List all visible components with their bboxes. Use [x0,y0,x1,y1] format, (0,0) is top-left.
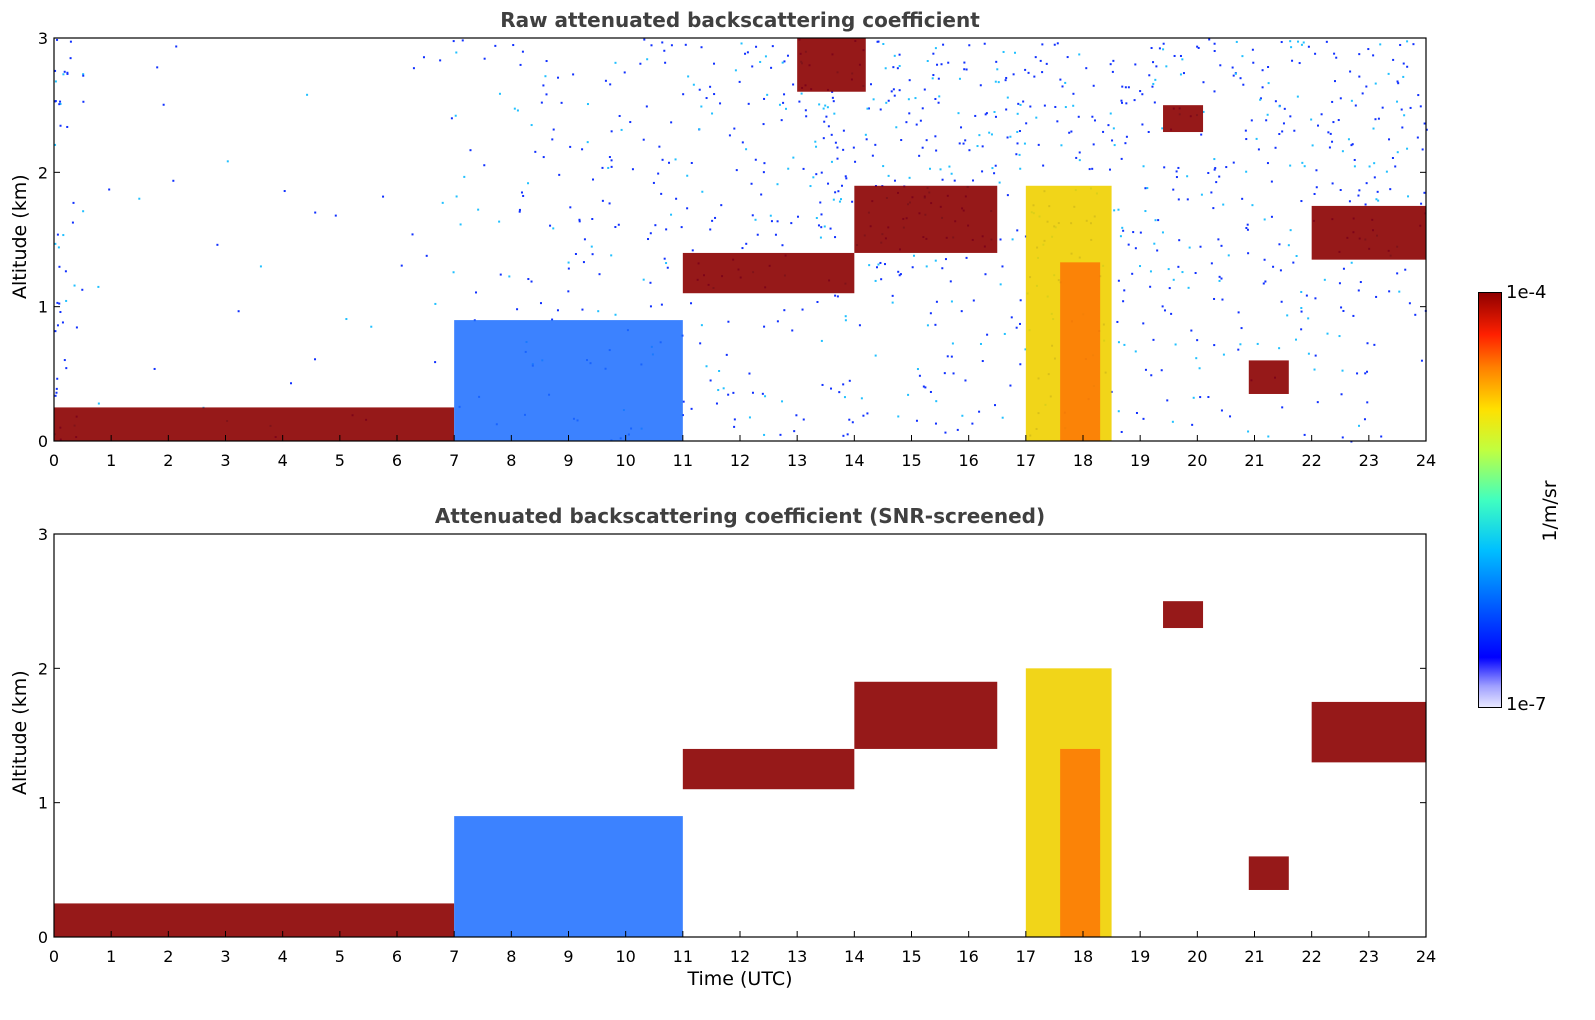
panel1-ytick-label: 0 [38,432,48,451]
panel1-xtick-label: 20 [1187,451,1207,470]
panel1-xtick-label: 12 [730,451,750,470]
panel1-xtick-label: 16 [958,451,978,470]
panel1-feature-boundary-layer [54,407,455,441]
panel2-feature-elevated-aerosol [454,816,683,937]
panel2-xtick-label: 14 [844,947,864,966]
panel2-frame [53,533,1427,938]
panel2-xtick-label: 8 [506,947,516,966]
panel2-xtick-label: 22 [1301,947,1321,966]
panel1-feature-elevated-aerosol [454,320,683,441]
panel1-feature-cloud-21 [1248,360,1289,394]
panel2-xtick-label: 24 [1416,947,1436,966]
panel1-xtick-label: 23 [1359,451,1379,470]
panel2-xtick-label: 21 [1244,947,1264,966]
panel2-xtick-label: 0 [49,947,59,966]
panel1-xtick-label: 24 [1416,451,1436,470]
panel1-xtick-label: 15 [901,451,921,470]
panel2-feature-cloud-14-16.5 [854,681,998,749]
panel1-xtick-label: 6 [392,451,402,470]
panel1-ytick-label: 2 [38,163,48,182]
panel1-xtick-label: 1 [106,451,116,470]
panel2-xtick-label: 5 [335,947,345,966]
panel1-xtick-label: 7 [449,451,459,470]
panel2-xtick-label: 6 [392,947,402,966]
panel1-xtick-label: 17 [1016,451,1036,470]
panel1-feature-core [1060,262,1101,441]
panel1-xtick-label: 9 [563,451,573,470]
panel2-xtick-label: 20 [1187,947,1207,966]
colorbar [1478,292,1502,708]
panel2-feature-cloud-22-24 [1311,701,1426,763]
panel1-xtick-label: 13 [787,451,807,470]
panel2-ytick-label: 3 [38,525,48,544]
panel1-xtick-label: 8 [506,451,516,470]
panel1-xtick-label: 19 [1130,451,1150,470]
x-axis-label: Time (UTC) [687,968,793,990]
panel2-ytick-label: 2 [38,659,48,678]
panel2-feature-cloud-19.5 [1163,601,1204,629]
panel2-plot: 0 1 2 3 4 5 6 7 8 9 10 11 12 13 14 15 16 17 18 19 20 21 22 23 24… [38,525,1436,966]
panel1-xtick-label: 21 [1244,451,1264,470]
panel2-xtick-label: 18 [1073,947,1093,966]
panel1-xtick-label: 22 [1301,451,1321,470]
panel1-xtick-label: 14 [844,451,864,470]
panel2-xtick-label: 11 [673,947,693,966]
panel1-xtick-label: 2 [163,451,173,470]
panel2-xtick-label: 23 [1359,947,1379,966]
panel1-xtick-label: 18 [1073,451,1093,470]
panel2-xtick-label: 19 [1130,947,1150,966]
panel1-xtick-label: 5 [335,451,345,470]
colorbar-max-label: 1e-4 [1506,282,1547,303]
panel1-xtick-label: 10 [615,451,635,470]
panel2-xtick-label: 1 [106,947,116,966]
panel2-feature-cloud-21 [1248,856,1289,890]
panel1-plot: 0 1 2 3 4 5 6 7 8 9 10 11 12 13 14 15 16 17 18 19 20 21 22 23 24… [38,29,1436,470]
panel1-feature-cloud-22-24 [1311,205,1426,260]
panel2-xtick-label: 3 [220,947,230,966]
panel2-xtick-label: 16 [958,947,978,966]
panel2-xtick-label: 7 [449,947,459,966]
panel2-title: Attenuated backscattering coefficient (S… [434,504,1046,528]
panel1-xtick-label: 11 [673,451,693,470]
panel2-xtick-label: 17 [1016,947,1036,966]
panel2-xtick-label: 13 [787,947,807,966]
panel2-feature-boundary-layer [54,903,455,937]
panel2-xtick-label: 10 [615,947,635,966]
panel1-ytick-label: 1 [38,298,48,317]
panel2-feature-cloud-11-14 [682,748,855,790]
panel1-ytick-label: 3 [38,29,48,48]
panel1-title: Raw attenuated backscattering coefficien… [500,8,980,32]
panel1-feature-cloud-19.5 [1163,105,1204,133]
panel1-xtick-label: 3 [220,451,230,470]
panel1-xtick-label: 4 [278,451,288,470]
panel2-xtick-label: 2 [163,947,173,966]
panel2-xtick-label: 9 [563,947,573,966]
colorbar-unit: 1/m/sr [1539,480,1561,542]
panel2-xtick-label: 4 [278,947,288,966]
panel1-feature-cloud-top-14 [797,38,866,92]
panel2-xtick-label: 12 [730,947,750,966]
panel2-xtick-label: 15 [901,947,921,966]
panel2-ytick-label: 0 [38,928,48,947]
panel2-ytick-label: 1 [38,794,48,813]
colorbar-min-label: 1e-7 [1506,694,1547,715]
panel1-xtick-label: 0 [49,451,59,470]
panel2-feature-core [1060,748,1101,937]
panel1-feature-cloud-14-16.5 [854,185,998,253]
panel1-feature-cloud-11-14 [682,252,855,294]
panel1-background [54,38,1426,441]
